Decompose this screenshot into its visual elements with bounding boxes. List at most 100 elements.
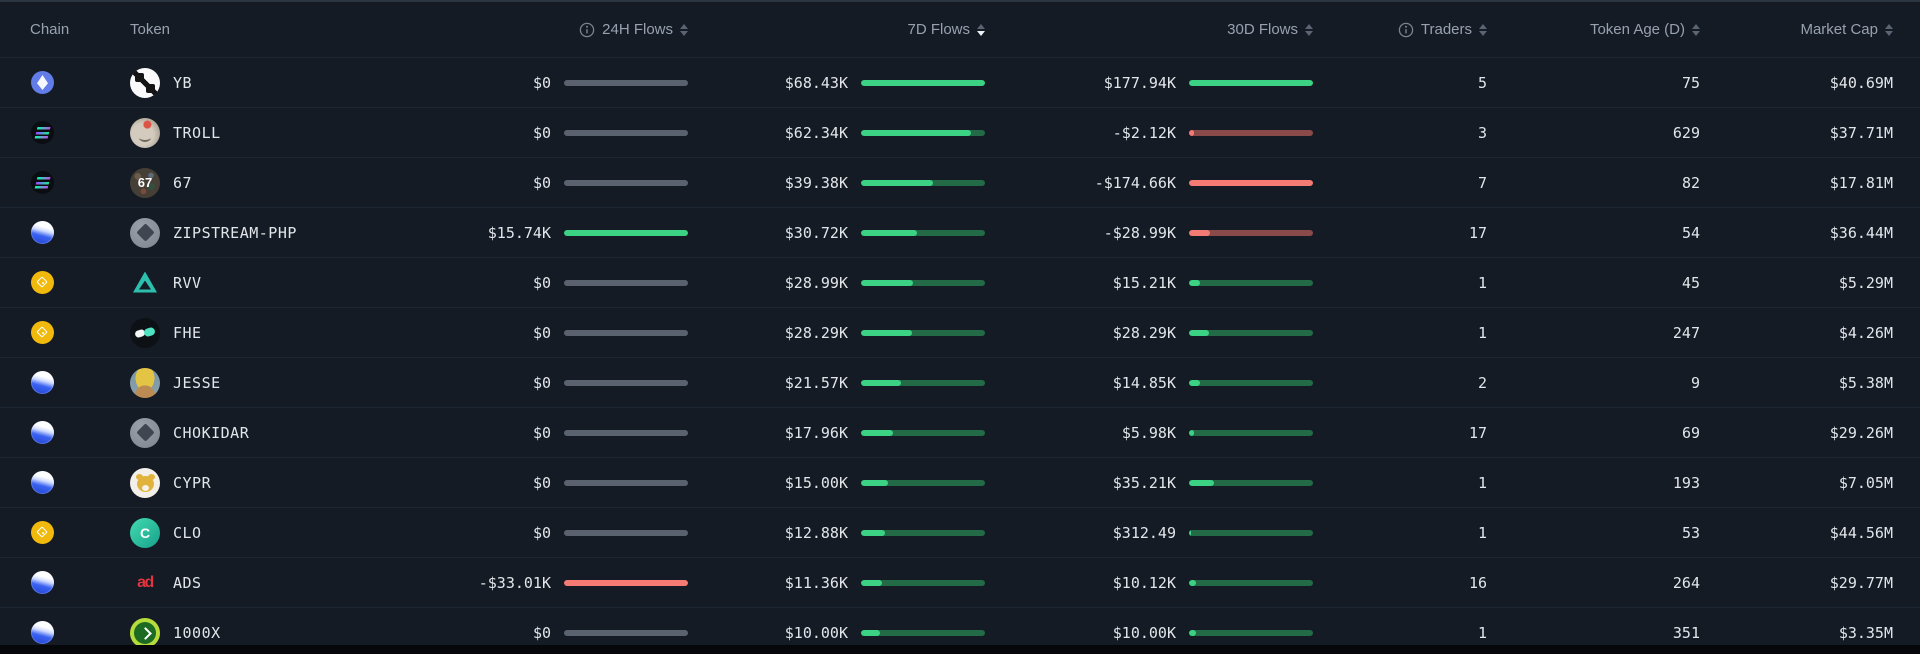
token-cell[interactable]: FHE — [104, 317, 336, 348]
30d-flow-bar — [1189, 229, 1313, 236]
24h-flow-bar — [564, 479, 688, 486]
7d-flow-bar — [861, 129, 985, 136]
table-row[interactable]: YB $0 $68.43K $177.94K 5 75 $40.69M — [0, 57, 1920, 107]
column-header-30d-flows[interactable]: 30D Flows — [985, 21, 1313, 38]
7d-flows-value: $30.72K — [784, 223, 848, 242]
table-row[interactable]: 67 67 $0 $39.38K -$174.66K 7 82 $17.81M — [0, 157, 1920, 207]
chain-cell — [0, 271, 104, 294]
column-header-market-cap[interactable]: Market Cap — [1700, 21, 1893, 38]
30d-flow-bar — [1189, 79, 1313, 86]
sort-icon-active-desc[interactable] — [977, 23, 985, 36]
column-header-24h-flows[interactable]: 24H Flows — [336, 21, 688, 38]
table-row[interactable]: ad ADS -$33.01K $11.36K $10.12K 16 264 $… — [0, 557, 1920, 607]
token-name: TROLL — [173, 123, 221, 142]
token-cell[interactable]: ad ADS — [104, 568, 336, 598]
sort-icon[interactable] — [1692, 23, 1700, 36]
traders-cell: 17 — [1468, 423, 1487, 442]
token-cell[interactable]: C CLO — [104, 517, 336, 548]
token-cell[interactable]: CYPR — [104, 467, 336, 498]
token-cell[interactable]: RVV — [104, 268, 336, 298]
30d-flows-cell: $10.00K — [985, 624, 1313, 642]
7d-flows-cell: $28.29K — [688, 324, 985, 342]
token-name: YB — [173, 73, 193, 92]
table-row[interactable]: ZIPSTREAM-PHP $15.74K $30.72K -$28.99K 1… — [0, 207, 1920, 257]
token-age-cell: 69 — [1681, 423, 1700, 442]
chain-cell — [0, 171, 104, 194]
table-row[interactable]: FHE $0 $28.29K $28.29K 1 247 $4.26M — [0, 307, 1920, 357]
table-row[interactable]: JESSE $0 $21.57K $14.85K 2 9 $5.38M — [0, 357, 1920, 407]
token-icon: C — [130, 517, 160, 548]
24h-flow-bar — [564, 429, 688, 436]
token-cell[interactable]: YB — [104, 67, 336, 98]
table-row[interactable]: RVV $0 $28.99K $15.21K 1 45 $5.29M — [0, 257, 1920, 307]
table-row[interactable]: TROLL $0 $62.34K -$2.12K 3 629 $37.71M — [0, 107, 1920, 157]
column-header-traders[interactable]: Traders — [1313, 21, 1487, 38]
token-age-cell: 264 — [1672, 573, 1700, 592]
7d-flows-cell: $28.99K — [688, 274, 985, 292]
sort-icon[interactable] — [1885, 23, 1893, 36]
column-header-token: Token — [104, 21, 336, 38]
token-cell[interactable]: CHOKIDAR — [104, 417, 336, 448]
token-name: 67 — [173, 173, 193, 192]
chain-cell — [0, 521, 104, 544]
30d-flows-value: $312.49 — [1112, 523, 1176, 542]
token-icon-label — [130, 318, 160, 348]
24h-flows-value: $0 — [532, 273, 551, 292]
token-cell[interactable]: 1000X — [104, 617, 336, 648]
token-name: RVV — [173, 273, 202, 292]
token-name: CHOKIDAR — [173, 423, 250, 442]
token-age-cell: 247 — [1672, 323, 1700, 342]
table-row[interactable]: C CLO $0 $12.88K $312.49 1 53 $44.56M — [0, 507, 1920, 557]
30d-flows-cell: -$2.12K — [985, 124, 1313, 142]
30d-flows-value: $10.00K — [1112, 623, 1176, 642]
7d-flow-bar — [861, 629, 985, 636]
token-name: CLO — [173, 523, 202, 542]
chain-icon — [31, 471, 54, 494]
sort-icon[interactable] — [1305, 23, 1313, 36]
token-icon — [130, 617, 160, 648]
30d-flows-cell: $5.98K — [985, 424, 1313, 442]
table-row[interactable]: CYPR $0 $15.00K $35.21K 1 193 $7.05M — [0, 457, 1920, 507]
7d-flows-cell: $62.34K — [688, 124, 985, 142]
token-cell[interactable]: 67 67 — [104, 167, 336, 198]
7d-flows-value: $17.96K — [784, 423, 848, 442]
token-name: FHE — [173, 323, 202, 342]
table-row[interactable]: 1000X $0 $10.00K $10.00K 1 351 $3.35M — [0, 607, 1920, 654]
table-row[interactable]: CHOKIDAR $0 $17.96K $5.98K 17 69 $29.26M — [0, 407, 1920, 457]
info-icon[interactable] — [1398, 22, 1414, 38]
token-age-cell: 193 — [1672, 473, 1700, 492]
traders-cell: 1 — [1477, 273, 1487, 292]
token-icon-label — [130, 418, 160, 448]
7d-flows-value: $10.00K — [784, 623, 848, 642]
token-age-cell: 9 — [1690, 373, 1700, 392]
7d-flows-cell: $15.00K — [688, 474, 985, 492]
column-header-7d-flows[interactable]: 7D Flows — [688, 21, 985, 38]
chain-cell — [0, 371, 104, 394]
info-icon[interactable] — [579, 22, 595, 38]
sort-icon[interactable] — [680, 23, 688, 36]
column-header-token-age[interactable]: Token Age (D) — [1487, 21, 1700, 38]
token-icon-label — [130, 218, 160, 248]
token-cell[interactable]: TROLL — [104, 117, 336, 148]
7d-flow-bar — [861, 79, 985, 86]
30d-flows-cell: $14.85K — [985, 374, 1313, 392]
7d-flow-bar — [861, 329, 985, 336]
market-cap-cell: $36.44M — [1829, 223, 1893, 242]
chain-cell — [0, 471, 104, 494]
30d-flows-cell: $177.94K — [985, 74, 1313, 92]
7d-flow-bar — [861, 479, 985, 486]
30d-flow-bar — [1189, 329, 1313, 336]
token-icon-label — [130, 618, 160, 648]
token-cell[interactable]: JESSE — [104, 367, 336, 398]
traders-cell: 16 — [1468, 573, 1487, 592]
token-cell[interactable]: ZIPSTREAM-PHP — [104, 217, 336, 248]
traders-cell: 7 — [1477, 173, 1487, 192]
token-icon — [130, 67, 160, 98]
sort-icon[interactable] — [1479, 23, 1487, 36]
market-cap-cell: $29.26M — [1829, 423, 1893, 442]
column-header-token-age-label: Token Age (D) — [1589, 21, 1685, 38]
token-icon — [130, 217, 160, 248]
24h-flows-cell: $0 — [336, 624, 688, 642]
column-header-chain-label: Chain — [30, 21, 70, 38]
24h-flow-bar — [564, 79, 688, 86]
